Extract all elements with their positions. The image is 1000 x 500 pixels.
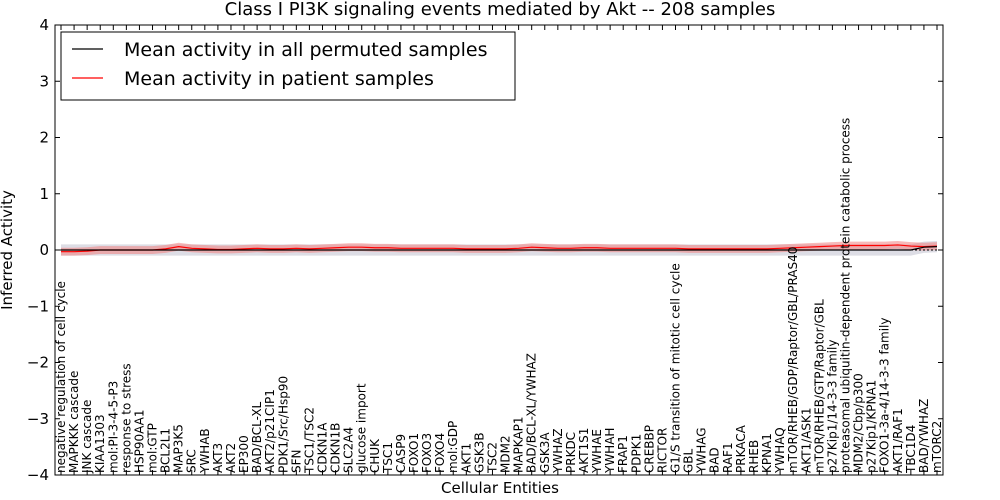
x-tick-label: G1/S transition of mitotic cell cycle (669, 263, 683, 473)
y-tick-label: −1 (27, 297, 49, 315)
x-tick-label: RHEB (747, 440, 761, 473)
x-tick-label: YWHAB (198, 428, 212, 474)
x-tick-label: AKT2 (224, 443, 238, 473)
x-tick-label: mol:GDP (446, 421, 460, 473)
x-tick-label: YWHAH (603, 428, 617, 474)
y-tick-label: 1 (39, 185, 49, 203)
patient-mean-line (61, 244, 938, 253)
x-tick-label: CHUK (368, 438, 382, 473)
x-tick-label: mTORC2 (930, 421, 944, 473)
x-tick-label: FRAP1 (616, 435, 630, 473)
x-tick-label: AKT1S1 (577, 428, 591, 473)
x-tick-label: mTOR/RHEB/GDP/Raptor/GBL/PRAS40 (786, 247, 800, 473)
x-tick-label: KIAA1303 (93, 414, 107, 473)
x-tick-label: proteasomal ubiquitin-dependent protein … (838, 118, 852, 473)
x-tick-label: CASP9 (394, 434, 408, 473)
x-tick-label: YWHAE (590, 429, 604, 474)
x-tick-label: JNK cascade (80, 400, 94, 474)
x-tick-label: YWHAZ (551, 428, 565, 474)
x-axis: negative regulation of cell cycle MAPKKK … (54, 25, 944, 475)
x-tick-label: AKT1/ASK1 (799, 408, 813, 473)
y-tick-label: −2 (27, 354, 49, 372)
x-tick-label: MDM2/Cbp/p300 (852, 373, 866, 473)
x-tick-label: BAD (708, 447, 722, 473)
x-tick-label: YWHAQ (773, 427, 787, 474)
y-tick-label: −3 (27, 410, 49, 428)
x-tick-label: FOXO4 (433, 433, 447, 473)
y-tick-label: −4 (27, 466, 49, 484)
x-tick-label: SLC2A4 (342, 427, 356, 473)
legend-box (60, 31, 516, 101)
x-tick-label: PDPK1 (629, 434, 643, 473)
x-tick-label: CDKN1B (329, 423, 343, 473)
x-tick-label: AKT3 (211, 443, 225, 473)
x-tick-label: response to stress (119, 363, 133, 473)
x-tick-label: p27Kip1/14-3-3 family (825, 340, 839, 473)
x-tick-label: CREBBP (642, 425, 656, 473)
x-axis-label: Cellular Entities (441, 479, 559, 497)
x-tick-label: mol:PI-3-4-5-P3 (106, 381, 120, 473)
x-tick-label: glucose import (355, 383, 369, 473)
x-tick-label: GBL (682, 448, 696, 473)
x-tick-label: BAD/BCL-XL (250, 401, 264, 473)
x-tick-label: MDM2 (499, 435, 513, 473)
x-tick-label: AKT1/RAF1 (891, 408, 905, 473)
y-tick-label: 0 (39, 241, 49, 259)
x-tick-label: mol:GTP (146, 423, 160, 473)
legend-label-permuted: Mean activity in all permuted samples (124, 39, 487, 61)
x-tick-label: negative regulation of cell cycle (54, 281, 68, 473)
legend: Mean activity in all permuted samples Me… (60, 31, 516, 101)
x-tick-label: AKT2/p21CIP1 (263, 389, 277, 473)
y-tick-label: 4 (39, 16, 49, 34)
x-tick-label: SRC (185, 449, 199, 473)
x-tick-label: BAD/BCL-XL/YWHAZ (525, 353, 539, 473)
x-tick-label: p27Kip1/KPNA1 (865, 380, 879, 473)
x-tick-label: HSP90AA1 (132, 409, 146, 473)
y-tick-label: 2 (39, 129, 49, 147)
x-tick-label: RICTOR (655, 428, 669, 473)
x-tick-label: BAD/YWHAZ (917, 399, 931, 473)
x-tick-label: TSC1 (381, 442, 395, 474)
x-tick-label: AKT1 (459, 443, 473, 473)
x-tick-label: PRKDC (564, 432, 578, 473)
x-tick-label: FOXO3 (420, 433, 434, 473)
x-tick-label: TBC1D4 (904, 425, 918, 474)
x-tick-label: PDK1/Src/Hsp90 (276, 376, 290, 473)
x-tick-label: mTOR/RHEB/GTP/Raptor/GBL (812, 299, 826, 473)
x-tick-label: MAPKKK cascade (67, 371, 81, 473)
x-tick-label: GSK3A (538, 432, 552, 473)
x-tick-label: CDKN1A (315, 422, 329, 473)
x-tick-label: RAF1 (721, 442, 735, 473)
x-tick-label: TSC1/TSC2 (302, 407, 316, 474)
x-tick-label: MAP3K5 (172, 424, 186, 473)
y-axis: 4 3 2 1 0 −1 −2 −3 −4 (27, 16, 943, 484)
y-axis-label: Inferred Activity (0, 190, 16, 310)
y-tick-label: 3 (39, 72, 49, 90)
x-tick-label: FOXO1-3a-4/14-3-3 family (878, 318, 892, 473)
chart-title: Class I PI3K signaling events mediated b… (225, 0, 776, 20)
x-tick-label: PRKACA (734, 424, 748, 473)
x-tick-label: YWHAG (695, 427, 709, 474)
x-tick-label: TSC2 (485, 442, 499, 474)
x-tick-label: EP300 (237, 435, 251, 473)
x-tick-label: MAPKAP1 (512, 416, 526, 473)
x-tick-label: KPNA1 (760, 433, 774, 473)
legend-label-patient: Mean activity in patient samples (124, 68, 434, 90)
x-tick-label: BCL2L1 (159, 428, 173, 473)
x-tick-label: FOXO1 (407, 433, 421, 473)
x-tick-label: SFN (289, 450, 303, 474)
x-tick-label: GSK3B (472, 432, 486, 473)
